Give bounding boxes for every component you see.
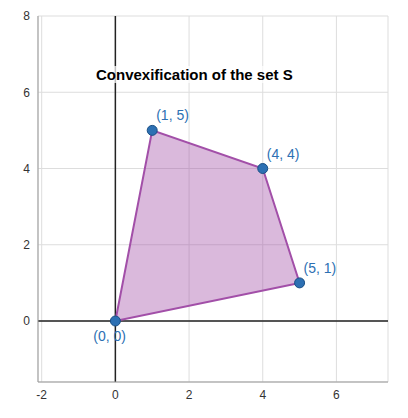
svg-text:-2: -2 (36, 388, 47, 402)
html-text:Convexification of the set S: Convexification of the set S (96, 66, 293, 83)
svg-text:0: 0 (23, 314, 30, 328)
svg-text:(0, 0): (0, 0) (93, 328, 126, 344)
svg-text:2: 2 (186, 388, 193, 402)
svg-text:2: 2 (23, 238, 30, 252)
svg-text:4: 4 (259, 388, 266, 402)
svg-text:8: 8 (23, 9, 30, 23)
svg-text:(4, 4): (4, 4) (267, 146, 300, 162)
svg-text:4: 4 (23, 162, 30, 176)
svg-text:0: 0 (112, 388, 119, 402)
svg-text:(1, 5): (1, 5) (156, 107, 189, 123)
svg-text:(5, 1): (5, 1) (304, 260, 337, 276)
svg-text:6: 6 (333, 388, 340, 402)
svg-text:6: 6 (23, 86, 30, 100)
